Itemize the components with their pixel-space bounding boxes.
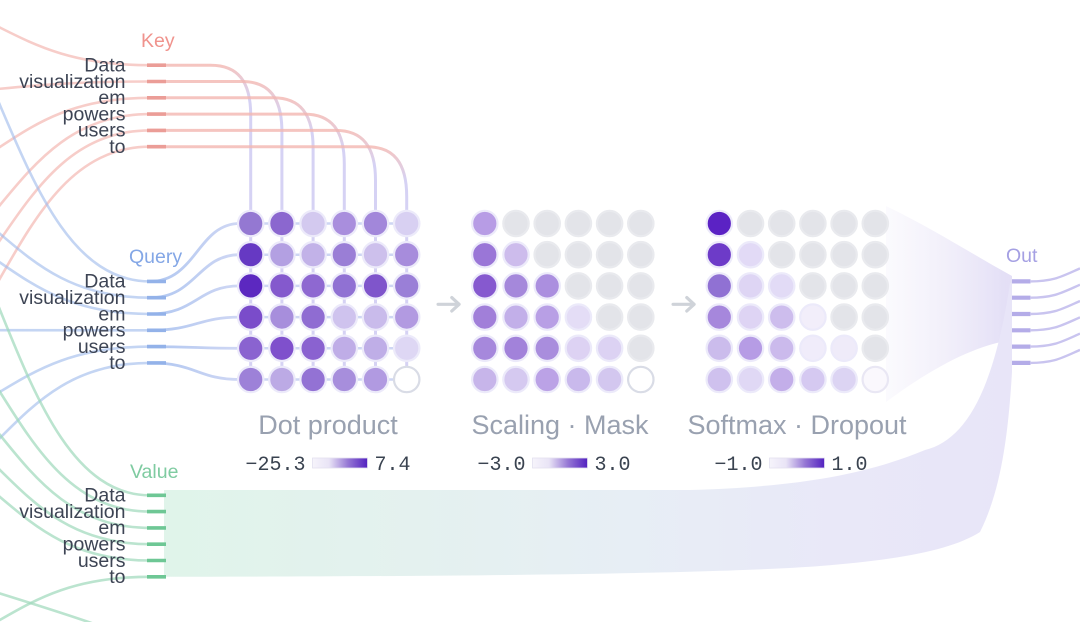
svg-text:users: users	[78, 550, 126, 572]
svg-text:7.4: 7.4	[375, 454, 411, 477]
svg-text:visualization: visualization	[19, 71, 125, 93]
svg-text:−3.0: −3.0	[477, 454, 525, 477]
svg-text:em: em	[98, 303, 125, 325]
svg-text:em: em	[98, 87, 125, 109]
svg-text:powers: powers	[63, 320, 126, 342]
svg-text:to: to	[109, 352, 125, 374]
svg-text:Softmax · Dropout: Softmax · Dropout	[687, 410, 907, 440]
svg-text:Key: Key	[141, 30, 175, 52]
svg-text:users: users	[78, 336, 126, 358]
svg-text:Data: Data	[84, 271, 125, 293]
svg-text:visualization: visualization	[19, 501, 125, 523]
svg-text:−1.0: −1.0	[714, 454, 762, 477]
svg-text:powers: powers	[63, 534, 126, 556]
svg-text:Data: Data	[84, 485, 125, 507]
svg-text:1.0: 1.0	[832, 454, 868, 477]
svg-text:visualization: visualization	[19, 287, 125, 309]
svg-text:to: to	[109, 566, 125, 588]
svg-text:Dot product: Dot product	[258, 410, 398, 440]
svg-text:em: em	[98, 517, 125, 539]
svg-text:Value: Value	[130, 461, 178, 483]
svg-text:Scaling · Mask: Scaling · Mask	[471, 410, 649, 440]
svg-text:to: to	[109, 136, 125, 158]
svg-text:−25.3: −25.3	[245, 454, 305, 477]
svg-text:powers: powers	[63, 103, 126, 125]
svg-text:Data: Data	[84, 55, 125, 77]
svg-text:Query: Query	[129, 246, 182, 268]
svg-text:users: users	[78, 120, 126, 142]
svg-text:Out: Out	[1006, 245, 1038, 267]
svg-text:3.0: 3.0	[595, 454, 631, 477]
